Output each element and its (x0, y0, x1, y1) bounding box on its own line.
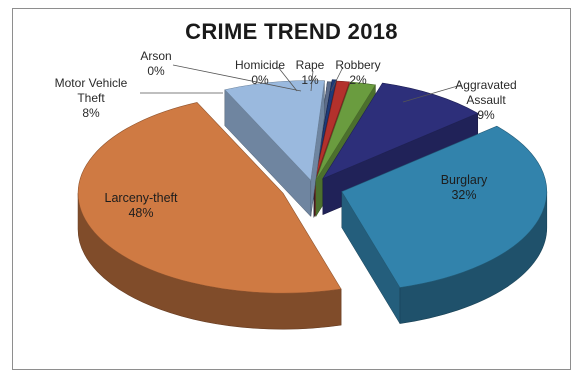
label-aggravated-assault: Aggravated Assault 9% (455, 78, 516, 122)
slice-robbery-top (315, 81, 376, 181)
slice-aggravated-assault-top (322, 82, 479, 180)
label-rape: Rape 1% (296, 58, 325, 87)
label-robbery-leader-line (330, 66, 344, 92)
pie-chart: Homicide 0%Rape 1%Robbery 2% Aggravated Assau… (55, 49, 548, 330)
label-larceny-theft: Larceny-theft 48% (105, 191, 178, 220)
chart-title: CRIME TREND 2018 (185, 19, 398, 44)
label-homicide-leader-line (277, 66, 298, 92)
label-arson-leader-line (172, 64, 302, 92)
label-rape-leader-line (310, 70, 314, 92)
chart-frame: CRIME TREND 2018 Homicide 0% Rape 1% Robbery… (12, 8, 571, 370)
slice-larceny-theft-top (77, 102, 342, 294)
slice-rape-top (314, 80, 350, 181)
slice-burglary (341, 125, 548, 325)
slice-burglary-top (341, 125, 548, 288)
slice-larceny-theft (77, 102, 342, 330)
label-burglary: Burglary 32% (441, 173, 488, 202)
label-motor-vehicle-theft: Motor Vehicle Theft 8% (55, 76, 128, 120)
label-arson: Arson 0% (140, 49, 171, 78)
label-robbery: Robbery 2% (335, 58, 380, 87)
slice-motor-vehicle-theft-top (224, 80, 325, 182)
label-aggravated-assault-leader-line (402, 84, 462, 103)
slice-motor-vehicle-theft (224, 80, 325, 218)
